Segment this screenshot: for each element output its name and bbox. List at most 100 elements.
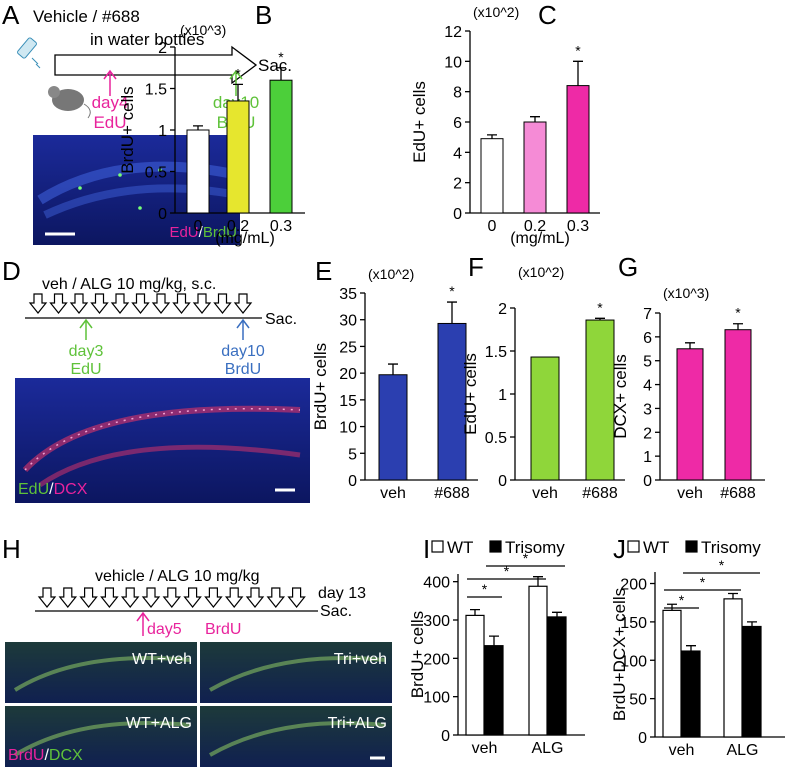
- x-tick-label: 0.3: [567, 218, 589, 235]
- bar: [681, 650, 701, 738]
- error-bar: [733, 323, 743, 330]
- x-tick-label: ALG: [726, 742, 758, 759]
- y-axis-label: EdU+ cells: [410, 81, 429, 163]
- brdu-arrow: [136, 611, 150, 636]
- image-label: Tri+veh: [334, 651, 387, 668]
- y-axis-label: BrdU+ cells: [311, 343, 330, 430]
- image-label: Tri+ALG: [328, 715, 387, 732]
- edu-arrow: [103, 69, 117, 96]
- error-bar: [573, 60, 583, 86]
- y-tick-label: 7: [643, 306, 652, 323]
- y-tick-label: 30: [339, 313, 357, 330]
- stain: BrdU: [203, 224, 237, 241]
- y-tick-label: 1: [158, 123, 167, 140]
- error-bar: [193, 125, 203, 130]
- error-bar: [447, 301, 457, 324]
- dose-arrow: [224, 587, 244, 608]
- bar: [484, 645, 504, 736]
- dose-arrow: [58, 587, 78, 608]
- dose-arrow: [49, 293, 68, 314]
- error-bar: [686, 645, 696, 652]
- dose-arrow: [192, 293, 212, 314]
- dose-arrow: [141, 587, 161, 608]
- error-bar: [233, 83, 243, 101]
- panel-letter: D: [2, 256, 21, 286]
- dose-arrows: [28, 293, 253, 314]
- dose-arrow: [172, 293, 191, 314]
- y-tick-label: 1.5: [145, 82, 167, 99]
- mouse-icon: [17, 37, 91, 119]
- legend-label: WT: [643, 538, 669, 557]
- stain-label: BrdU/DCX: [8, 747, 83, 764]
- bar: [226, 100, 250, 214]
- dose-arrow: [233, 293, 253, 314]
- y-tick-label: 400: [423, 575, 450, 592]
- bar: [378, 374, 408, 481]
- image-label: WT+ALG: [126, 715, 192, 732]
- legend-swatch: [431, 540, 444, 553]
- panel-letter: C: [538, 0, 557, 30]
- x-tick-label: 0.2: [227, 218, 249, 235]
- y-tick-label: 200: [423, 651, 450, 668]
- x-tick-label: 0.2: [524, 218, 546, 235]
- error-bar: [470, 609, 480, 616]
- y-tick-label: 0: [441, 728, 450, 745]
- error-bar: [728, 592, 738, 599]
- x-tick-label: 0.3: [270, 218, 292, 235]
- x-tick-label: 0: [194, 218, 203, 235]
- y-tick-label: 2: [498, 301, 507, 318]
- significance: *: [504, 563, 510, 579]
- panel-letter: B: [255, 0, 272, 30]
- y-tick-label: 4: [453, 145, 462, 162]
- dose-arrow: [287, 587, 306, 608]
- dose-arrow: [204, 587, 223, 608]
- error-bar: [487, 134, 497, 139]
- mark-day: day3: [69, 343, 104, 360]
- y-tick-label: 0: [498, 473, 507, 490]
- end-label: Sac.: [265, 311, 297, 328]
- y-tick-label: 2: [453, 176, 462, 193]
- bar: [585, 319, 615, 481]
- panel-letter: J: [613, 534, 626, 564]
- dose-arrow: [69, 293, 89, 314]
- x-tick-label: #688: [582, 485, 618, 502]
- y-tick-label: 4: [643, 378, 652, 395]
- stain: DCX: [49, 747, 83, 764]
- mark-label: BrdU: [205, 621, 241, 638]
- y-tick-label: 25: [339, 339, 357, 356]
- y-tick-label: 0: [453, 206, 462, 223]
- y-tick-label: 0: [348, 473, 357, 490]
- significance: *: [523, 550, 529, 566]
- y-tick-label: 100: [620, 653, 647, 670]
- x-tick-label: ALG: [531, 740, 563, 757]
- significance: *: [700, 574, 706, 590]
- micrograph: [15, 378, 310, 503]
- y-tick-label: 1: [643, 449, 652, 466]
- y-axis-label: BrdU+DCX+ cells: [610, 588, 629, 721]
- y-axis-label: BrdU+ cells: [408, 611, 427, 698]
- dose-arrow: [266, 587, 286, 608]
- y-axis-label: EdU+ cells: [461, 353, 480, 435]
- legend-label: Trisomy: [505, 538, 565, 557]
- significance: *: [278, 49, 284, 65]
- bar: [269, 79, 293, 214]
- legend-swatch: [489, 540, 502, 553]
- x-tick-label: #688: [434, 485, 470, 502]
- axis-unit: (x10^2): [368, 266, 414, 282]
- y-tick-label: 200: [620, 577, 647, 594]
- bar: [528, 585, 548, 736]
- dose-arrow: [79, 587, 98, 608]
- y-tick-label: 0: [158, 206, 167, 223]
- stain-label: EdU/BrdU: [169, 224, 237, 241]
- x-tick-label: veh: [669, 742, 695, 759]
- y-tick-label: 100: [423, 690, 450, 707]
- bar: [676, 348, 704, 481]
- significance: *: [597, 299, 603, 315]
- schematic-title: veh / ALG 10 mg/kg, s.c.: [42, 276, 216, 293]
- x-tick-label: veh: [380, 485, 406, 502]
- bar: [523, 121, 547, 214]
- error-bar: [685, 342, 695, 349]
- stain-sep: /: [199, 224, 204, 241]
- mark-label: EdU: [93, 113, 126, 132]
